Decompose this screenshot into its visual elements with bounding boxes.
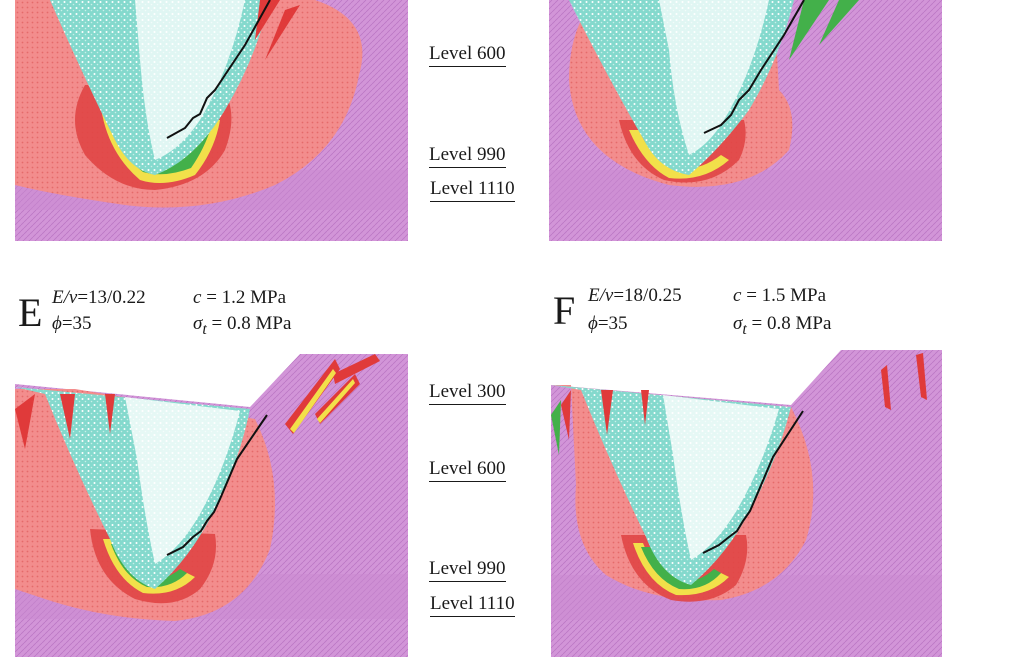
e-nu-value: =13/0.22 — [77, 287, 146, 308]
model-panel-e — [15, 354, 408, 657]
yield-band-yellow — [633, 543, 729, 596]
e-symbol: E/ — [52, 287, 69, 308]
level-label-bottom-1110: Level 1110 — [430, 593, 515, 617]
nu-symbol: ν — [604, 285, 614, 306]
panel-e-friction-angle: ϕ=35 — [52, 314, 92, 333]
yield-band-yellow — [103, 539, 195, 594]
sigma-subscript: t — [202, 320, 207, 338]
nu-symbol: ν — [68, 287, 78, 308]
level-text: Level 600 — [429, 43, 506, 67]
trace-line — [703, 0, 805, 134]
yield-streaks — [789, 0, 859, 60]
model-panel-top-right — [549, 0, 942, 241]
void-area — [663, 395, 779, 560]
sigma-symbol: σ — [733, 313, 743, 334]
level-label-top-990: Level 990 — [429, 144, 506, 168]
panel-f-modulus-ratio: E/ν=18/0.25 — [588, 286, 682, 305]
e-symbol: E/ — [588, 285, 605, 306]
c-symbol: c — [193, 287, 202, 308]
c-value: = 1.2 MPa — [201, 287, 287, 308]
panel-f-tensile-strength: σt = 0.8 MPa — [733, 314, 831, 338]
model-panel-top-left — [15, 0, 408, 241]
e-nu-value: =18/0.25 — [613, 285, 682, 306]
level-label-bottom-600: Level 600 — [429, 458, 506, 482]
void-area — [659, 0, 769, 155]
yield-streaks-yellow — [290, 369, 355, 433]
phi-value: =35 — [61, 313, 92, 334]
yield-band-yellow — [629, 130, 729, 179]
level-label-top-1110: Level 1110 — [430, 178, 515, 202]
trace-line — [166, 414, 268, 556]
level-text: Level 1110 — [430, 178, 515, 202]
void-area — [135, 0, 245, 160]
sigma-symbol: σ — [193, 313, 203, 334]
c-value: = 1.5 MPa — [741, 285, 827, 306]
level-text: Level 990 — [429, 558, 506, 582]
yield-streaks-green — [551, 400, 561, 455]
void-area — [125, 397, 240, 564]
sigma-subscript: t — [742, 320, 747, 338]
level-text: Level 1110 — [430, 593, 515, 617]
panel-e-modulus-ratio: E/ν=13/0.22 — [52, 288, 146, 307]
phi-symbol: ϕ — [52, 313, 62, 334]
panel-letter-e: E — [18, 290, 43, 335]
phi-symbol: ϕ — [588, 313, 598, 334]
panel-f-cohesion: c = 1.5 MPa — [733, 286, 826, 305]
level-label-bottom-990: Level 990 — [429, 558, 506, 582]
level-label-bottom-300: Level 300 — [429, 381, 506, 405]
panel-f-friction-angle: ϕ=35 — [588, 314, 628, 333]
level-label-top-600: Level 600 — [429, 43, 506, 67]
panel-e-tensile-strength: σt = 0.8 MPa — [193, 314, 291, 338]
level-text: Level 300 — [429, 381, 506, 405]
trace-line — [166, 0, 271, 139]
level-text: Level 990 — [429, 144, 506, 168]
panel-letter-f: F — [553, 288, 576, 333]
level-text: Level 600 — [429, 458, 506, 482]
yield-band-green — [641, 547, 721, 590]
model-panel-f — [551, 350, 942, 657]
sigma-value: = 0.8 MPa — [746, 313, 832, 334]
yield-streaks — [15, 354, 380, 449]
phi-value: =35 — [597, 313, 628, 334]
yield-streaks — [255, 0, 300, 60]
sigma-value: = 0.8 MPa — [206, 313, 292, 334]
trace-line — [702, 410, 804, 554]
c-symbol: c — [733, 285, 742, 306]
panel-e-cohesion: c = 1.2 MPa — [193, 288, 286, 307]
